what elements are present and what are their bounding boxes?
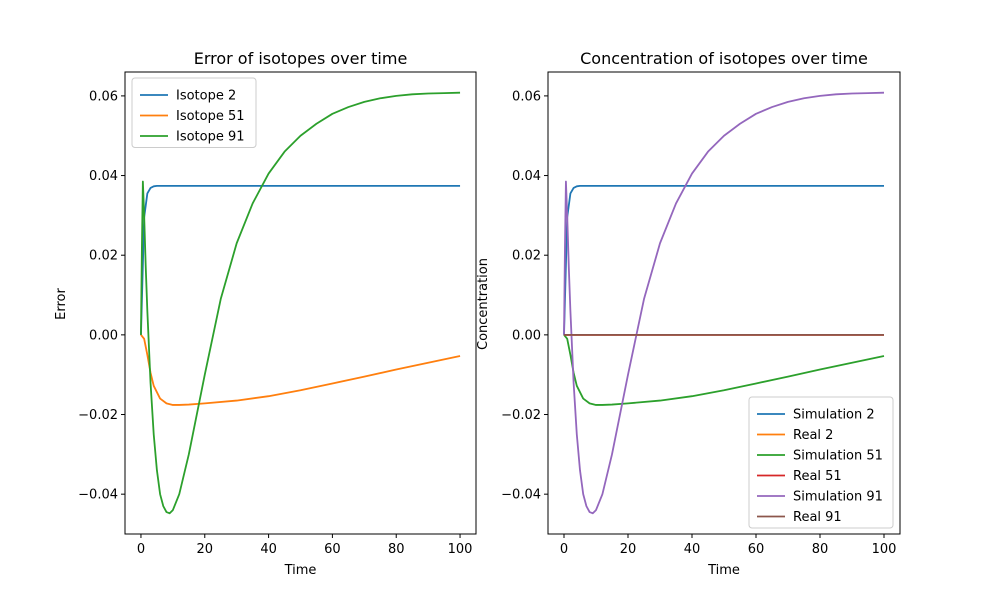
error-chart-ytick-label: −0.04 bbox=[78, 488, 118, 503]
error-chart-xtick-label: 0 bbox=[137, 542, 145, 557]
error-chart-ytick-label: 0.02 bbox=[89, 249, 118, 264]
concentration-chart-ytick-label: 0.04 bbox=[512, 169, 541, 184]
concentration-chart-legend-label-real-2: Real 2 bbox=[793, 428, 833, 443]
concentration-chart-xlabel: Time bbox=[707, 563, 740, 578]
concentration-chart-ytick-label: −0.04 bbox=[501, 488, 541, 503]
error-chart-legend: Isotope 2 Isotope 51 Isotope 91 bbox=[131, 77, 257, 148]
concentration-chart-ytick-label: 0.06 bbox=[512, 89, 541, 104]
concentration-chart-ylabel: Concentration bbox=[476, 258, 491, 350]
concentration-chart-legend-label-real-51: Real 51 bbox=[793, 469, 842, 484]
error-chart-legend-label-isotope-51: Isotope 51 bbox=[176, 109, 245, 124]
concentration-chart-xtick-label: 40 bbox=[684, 542, 701, 557]
error-chart-ytick-label: 0.06 bbox=[89, 89, 118, 104]
error-chart-xtick-label: 80 bbox=[388, 542, 405, 557]
concentration-chart-legend-label-real-91: Real 91 bbox=[793, 510, 842, 525]
concentration-chart-title: Concentration of isotopes over time bbox=[580, 49, 868, 68]
error-chart-xlabel: Time bbox=[284, 563, 317, 578]
error-chart-legend-label-isotope-2: Isotope 2 bbox=[176, 89, 236, 104]
error-chart-xtick-label: 100 bbox=[448, 542, 473, 557]
concentration-chart-legend-label-simulation-91: Simulation 91 bbox=[793, 490, 883, 505]
concentration-chart-xtick-label: 20 bbox=[620, 542, 637, 557]
error-chart-title: Error of isotopes over time bbox=[194, 49, 408, 68]
concentration-chart-ytick-label: 0.02 bbox=[512, 249, 541, 264]
concentration-chart-axes-frame bbox=[547, 71, 901, 535]
concentration-chart-xtick-label: 100 bbox=[872, 542, 897, 557]
error-chart-ytick-label: 0.04 bbox=[89, 169, 118, 184]
error-chart-ytick-label: 0.00 bbox=[89, 328, 118, 343]
concentration-chart-panel: Concentration of isotopes over time Time… bbox=[476, 49, 901, 578]
error-chart-ytick-label: −0.02 bbox=[78, 408, 118, 423]
concentration-chart-xtick-label: 80 bbox=[812, 542, 829, 557]
concentration-chart-legend-label-simulation-51: Simulation 51 bbox=[793, 449, 883, 464]
concentration-chart-legend-label-simulation-2: Simulation 2 bbox=[793, 408, 875, 423]
error-chart-xtick-label: 60 bbox=[324, 542, 341, 557]
error-chart-ylabel: Error bbox=[54, 288, 69, 320]
error-chart-series-isotope-2-line bbox=[140, 185, 461, 335]
error-chart-panel: Error of isotopes over time Time Error 0… bbox=[54, 49, 477, 578]
error-chart-legend-label-isotope-91: Isotope 91 bbox=[176, 130, 245, 145]
concentration-chart-xtick-label: 60 bbox=[748, 542, 765, 557]
concentration-chart-legend: Simulation 2 Real 2 Simulation 51 Real 51 Si… bbox=[748, 396, 894, 529]
error-chart-xtick-label: 40 bbox=[260, 542, 277, 557]
concentration-chart-ytick-label: 0.00 bbox=[512, 328, 541, 343]
error-chart-xtick-label: 20 bbox=[196, 542, 213, 557]
concentration-chart-xtick-label: 0 bbox=[560, 542, 568, 557]
concentration-chart-ytick-label: −0.02 bbox=[501, 408, 541, 423]
error-chart-axes-frame bbox=[124, 71, 477, 535]
error-chart-series-isotope-91-line bbox=[140, 91, 461, 515]
concentration-chart-series-simulation-2-line bbox=[563, 185, 884, 335]
